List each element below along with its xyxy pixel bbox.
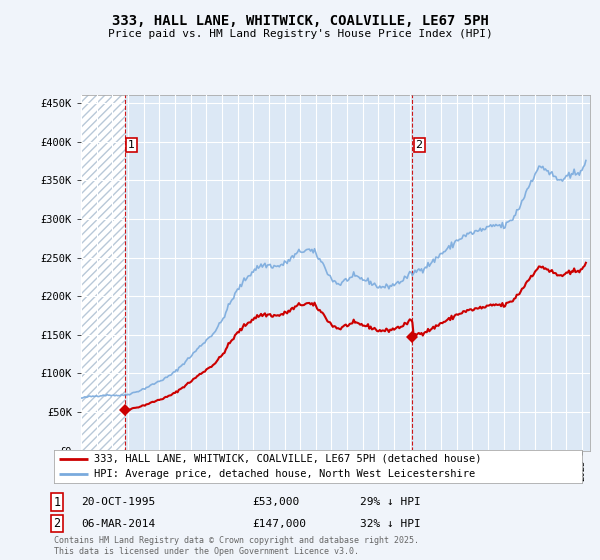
Text: 333, HALL LANE, WHITWICK, COALVILLE, LE67 5PH (detached house): 333, HALL LANE, WHITWICK, COALVILLE, LE6… (94, 454, 481, 464)
Text: £53,000: £53,000 (252, 497, 299, 507)
Text: 06-MAR-2014: 06-MAR-2014 (81, 519, 155, 529)
Text: 29% ↓ HPI: 29% ↓ HPI (360, 497, 421, 507)
Text: 333, HALL LANE, WHITWICK, COALVILLE, LE67 5PH: 333, HALL LANE, WHITWICK, COALVILLE, LE6… (112, 14, 488, 28)
Text: 1: 1 (53, 496, 61, 509)
Text: 20-OCT-1995: 20-OCT-1995 (81, 497, 155, 507)
Text: £147,000: £147,000 (252, 519, 306, 529)
Text: 32% ↓ HPI: 32% ↓ HPI (360, 519, 421, 529)
Text: HPI: Average price, detached house, North West Leicestershire: HPI: Average price, detached house, Nort… (94, 469, 475, 479)
Text: 2: 2 (416, 141, 422, 151)
Bar (81, 95, 125, 451)
Bar (81, 95, 125, 451)
Text: 2: 2 (53, 517, 61, 530)
Text: Price paid vs. HM Land Registry's House Price Index (HPI): Price paid vs. HM Land Registry's House … (107, 29, 493, 39)
Text: 1: 1 (128, 141, 135, 151)
Text: Contains HM Land Registry data © Crown copyright and database right 2025.
This d: Contains HM Land Registry data © Crown c… (54, 536, 419, 556)
